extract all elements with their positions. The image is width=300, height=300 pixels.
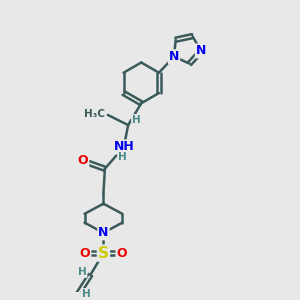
Text: H: H: [78, 267, 87, 277]
Text: O: O: [116, 247, 127, 260]
Text: N: N: [196, 44, 206, 57]
Text: H: H: [132, 115, 141, 125]
Text: H: H: [118, 152, 127, 162]
Text: S: S: [98, 246, 109, 261]
Text: N: N: [169, 50, 179, 63]
Text: H₃C: H₃C: [85, 109, 106, 119]
Text: H: H: [82, 289, 90, 299]
Text: N: N: [98, 226, 109, 239]
Text: O: O: [80, 247, 90, 260]
Text: O: O: [78, 154, 88, 167]
Text: NH: NH: [113, 140, 134, 153]
